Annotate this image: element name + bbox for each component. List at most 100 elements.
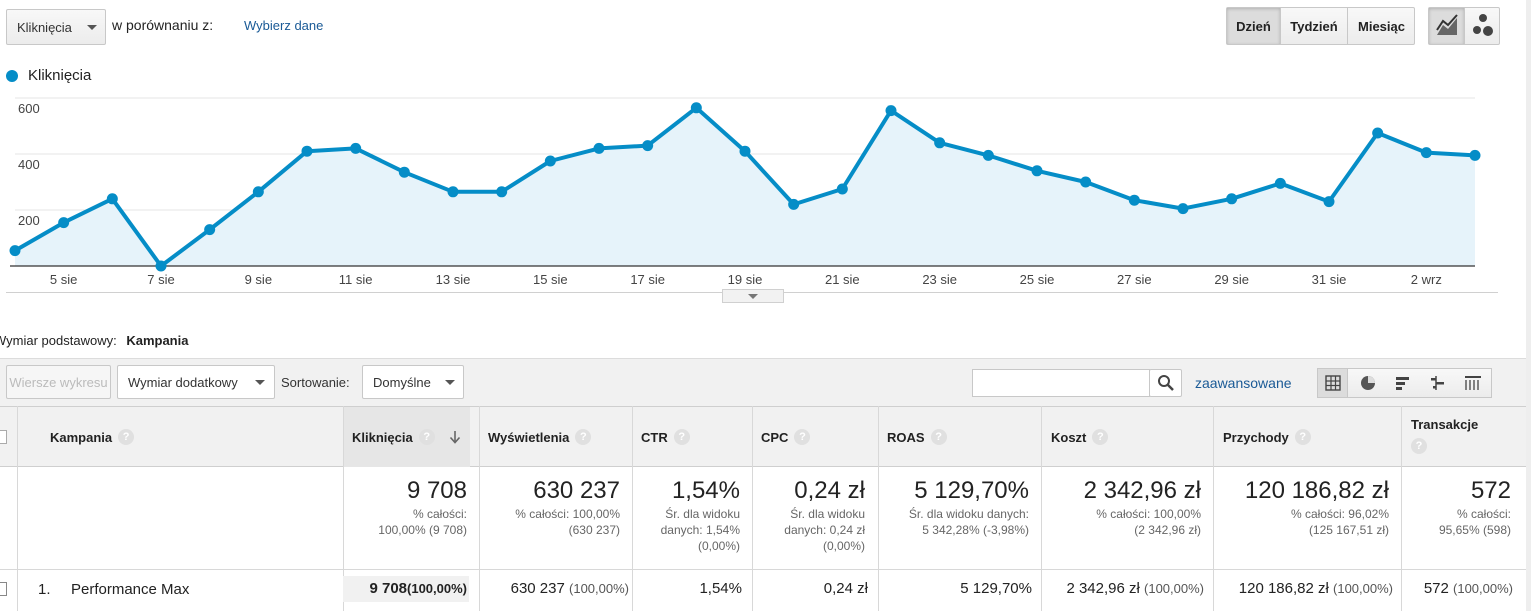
column-clicks-label: Kliknięcia — [352, 429, 413, 445]
x-tick-label: 7 sie — [147, 272, 174, 287]
advanced-link[interactable]: zaawansowane — [1195, 375, 1292, 391]
total-transactions-note-1: % całości: — [1456, 507, 1511, 521]
column-header-impressions[interactable]: Wyświetlenia? — [488, 407, 592, 467]
granularity-day-button[interactable]: Dzień — [1227, 8, 1281, 44]
column-header-revenue[interactable]: Przychody? — [1223, 407, 1311, 467]
y-tick-label: 400 — [18, 157, 40, 172]
column-header-ctr[interactable]: CTR? — [641, 407, 690, 467]
x-tick-label: 5 sie — [50, 272, 77, 287]
granularity-group: Dzień Tydzień Miesiąc — [1226, 7, 1415, 45]
total-revenue-note-1: % całości: 96,02% — [1290, 507, 1389, 521]
secondary-dimension-label: Wymiar dodatkowy — [128, 374, 238, 390]
x-tick-label: 27 sie — [1117, 272, 1152, 287]
column-cost-label: Koszt — [1051, 429, 1087, 445]
data-point — [1469, 149, 1481, 161]
data-point — [1031, 165, 1043, 177]
row-checkbox[interactable] — [0, 582, 7, 596]
row-transactions-pct: (100,00%) — [1453, 581, 1513, 596]
data-point — [1372, 127, 1384, 139]
comparison-view-icon — [1430, 376, 1444, 390]
total-ctr-value: 1,54% — [671, 477, 740, 504]
granularity-week-label: Tydzień — [1290, 18, 1338, 34]
column-header-campaign[interactable]: Kampania? — [50, 407, 135, 467]
data-point — [788, 198, 800, 210]
help-icon[interactable]: ? — [118, 429, 135, 445]
compare-link[interactable]: Wybierz dane — [244, 18, 324, 33]
row-impressions: 630 237 (100,00%) — [479, 576, 629, 602]
pie-view-button[interactable] — [1352, 368, 1383, 398]
column-impressions-label: Wyświetlenia — [488, 429, 570, 445]
help-icon[interactable]: ? — [575, 429, 592, 445]
column-header-roas[interactable]: ROAS? — [887, 407, 947, 467]
x-tick-label: 9 sie — [245, 272, 272, 287]
x-tick-label: 11 sie — [339, 272, 373, 287]
motion-chart-button[interactable] — [1465, 8, 1500, 44]
data-point — [1323, 196, 1335, 208]
search-button[interactable] — [1149, 369, 1182, 397]
data-point — [106, 193, 118, 205]
sort-select[interactable]: Domyślne — [362, 365, 464, 399]
column-header-cost[interactable]: Koszt? — [1051, 407, 1109, 467]
bar-view-button[interactable] — [1387, 368, 1418, 398]
data-point — [1128, 194, 1140, 206]
motion-chart-icon — [1473, 14, 1493, 36]
row-campaign-link[interactable]: Performance Max — [71, 581, 190, 598]
search-input[interactable] — [972, 369, 1150, 397]
data-point — [1226, 193, 1238, 205]
total-impressions-note-1: % całości: 100,00% — [515, 507, 620, 521]
chart-collapse-toggle[interactable] — [722, 289, 784, 303]
plot-rows-label: Wiersze wykresu — [9, 374, 108, 390]
primary-dimension-value[interactable]: Kampania — [126, 333, 189, 348]
legend-label: Kliknięcia — [28, 67, 92, 84]
select-all-checkbox[interactable] — [0, 430, 7, 444]
x-tick-label: 19 sie — [728, 272, 763, 287]
total-cost-note-2: (2 342,96 zł) — [1134, 523, 1201, 537]
column-header-cpc[interactable]: CPC? — [761, 407, 811, 467]
column-header-transactions[interactable]: Transakcje ? — [1411, 417, 1478, 454]
x-tick-label: 21 sie — [825, 272, 860, 287]
help-icon[interactable]: ? — [673, 429, 690, 445]
data-point — [1177, 203, 1189, 215]
data-point — [1420, 147, 1432, 159]
row-revenue-value: 120 186,82 zł — [1238, 580, 1329, 597]
table-view-button[interactable] — [1317, 368, 1348, 398]
line-chart-button[interactable] — [1429, 8, 1465, 44]
help-icon[interactable]: ? — [1092, 429, 1109, 445]
granularity-week-button[interactable]: Tydzień — [1281, 8, 1348, 44]
sort-label: Sortowanie: — [281, 375, 350, 390]
primary-dimension: Wymiar podstawowy: Kampania — [0, 333, 188, 348]
row-revenue: 120 186,82 zł (100,00%) — [1213, 576, 1393, 602]
column-divider — [1213, 406, 1214, 611]
row-ctr: 1,54% — [632, 576, 742, 602]
metric-select[interactable]: Kliknięcia — [6, 9, 106, 45]
column-header-clicks[interactable]: Kliknięcia? — [344, 407, 470, 467]
data-point — [1274, 177, 1286, 189]
column-divider — [752, 406, 753, 611]
granularity-day-label: Dzień — [1236, 18, 1271, 34]
total-transactions: 572 % całości: 95,65% (598) — [1401, 476, 1511, 538]
help-icon[interactable]: ? — [794, 429, 811, 445]
x-tick-label: 2 wrz — [1411, 272, 1442, 287]
help-icon[interactable]: ? — [418, 429, 435, 445]
row-impressions-pct: (100,00%) — [569, 581, 629, 596]
secondary-dimension-select[interactable]: Wymiar dodatkowy — [117, 365, 275, 399]
total-roas: 5 129,70% Śr. dla widoku danych: 5 342,2… — [878, 476, 1029, 538]
primary-dimension-label: Wymiar podstawowy: — [0, 333, 117, 348]
column-divider — [17, 406, 18, 611]
granularity-month-button[interactable]: Miesiąc — [1348, 8, 1415, 44]
x-tick-label: 25 sie — [1020, 272, 1055, 287]
total-cost-value: 2 342,96 zł — [1083, 477, 1201, 504]
plot-rows-button[interactable]: Wiersze wykresu — [6, 365, 111, 399]
column-divider — [343, 406, 344, 611]
comparison-view-button[interactable] — [1422, 368, 1453, 398]
help-icon[interactable]: ? — [1411, 438, 1427, 454]
column-divider — [878, 406, 879, 611]
help-icon[interactable]: ? — [930, 429, 947, 445]
row-cpc-value: 0,24 zł — [823, 580, 868, 597]
row-clicks-pct: (100,00%) — [407, 581, 467, 596]
pivot-view-button[interactable] — [1457, 368, 1488, 398]
column-roas-label: ROAS — [887, 429, 925, 445]
total-cost-note-1: % całości: 100,00% — [1096, 507, 1201, 521]
help-icon[interactable]: ? — [1294, 429, 1311, 445]
data-point — [690, 102, 702, 114]
